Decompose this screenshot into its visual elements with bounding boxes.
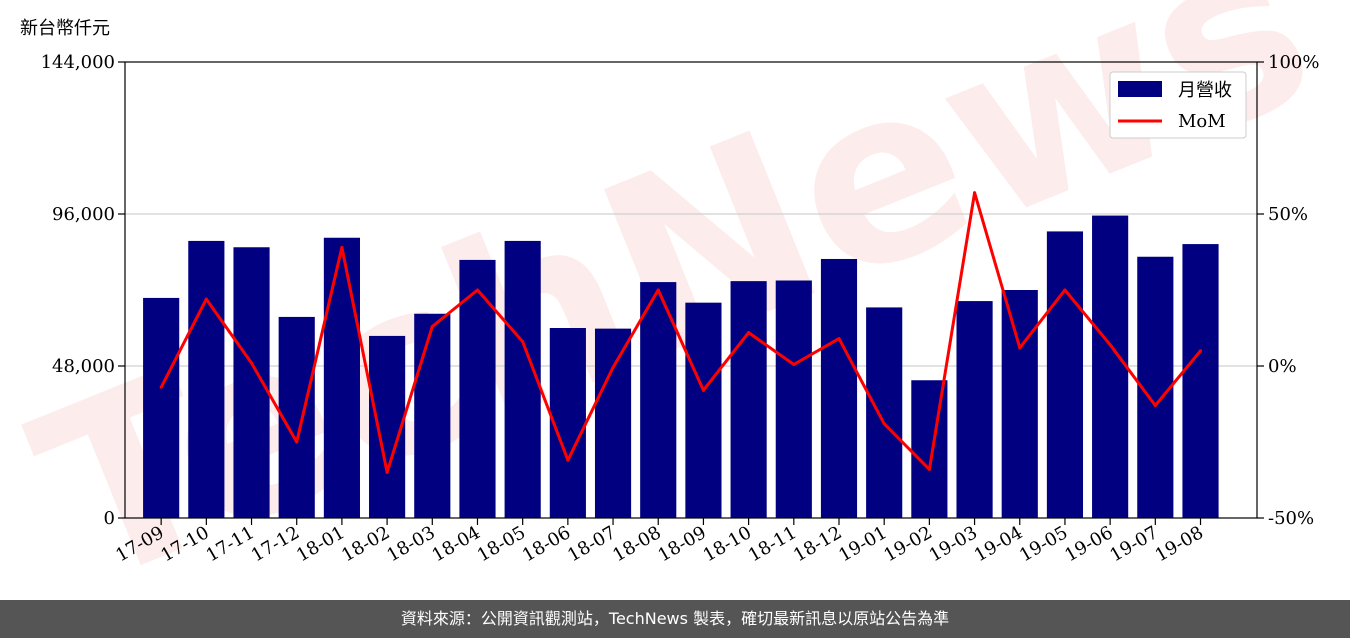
legend-label-mom: MoM xyxy=(1178,111,1226,132)
x-tick-label: 19-01 xyxy=(835,522,890,566)
right-tick-label: 50% xyxy=(1268,204,1308,225)
mom-point xyxy=(1018,346,1022,350)
bar xyxy=(1182,244,1219,519)
right-tick-label: 100% xyxy=(1268,52,1319,73)
mom-point xyxy=(430,324,434,328)
mom-point xyxy=(973,191,977,195)
mom-point xyxy=(792,362,796,366)
mom-series xyxy=(159,191,1203,474)
x-tick-label: 18-09 xyxy=(654,522,709,566)
mom-point xyxy=(159,385,163,389)
y-unit-label: 新台幣仟元 xyxy=(20,18,110,39)
x-tick-label: 19-05 xyxy=(1016,522,1071,566)
x-tick-label: 18-08 xyxy=(609,522,664,566)
bar xyxy=(685,302,722,518)
legend-swatch-bar xyxy=(1118,81,1162,97)
bar xyxy=(143,297,180,518)
mom-point xyxy=(1199,349,1203,353)
bar xyxy=(820,258,858,518)
right-axis: -50% 0% 50% 100% xyxy=(1257,52,1319,529)
bar xyxy=(640,282,677,518)
bar xyxy=(594,328,632,518)
mom-point xyxy=(837,337,841,341)
mom-point xyxy=(1153,404,1157,408)
bar xyxy=(866,307,903,518)
bar xyxy=(414,313,451,518)
bar xyxy=(730,281,767,518)
x-tick-label: 19-08 xyxy=(1152,522,1207,566)
bar xyxy=(369,335,406,518)
source-footer: 資料來源：公開資訊觀測站，TechNews 製表，確切最新訊息以原站公告為準 xyxy=(0,600,1350,638)
x-tick-label: 18-11 xyxy=(745,522,800,566)
right-tick-label: -50% xyxy=(1268,508,1314,529)
mom-point xyxy=(747,331,751,335)
x-tick-label: 18-12 xyxy=(790,522,845,566)
mom-point xyxy=(385,470,389,474)
x-tick-label: 19-04 xyxy=(971,522,1026,566)
x-tick-label: 18-10 xyxy=(700,522,755,566)
mom-point xyxy=(882,422,886,426)
x-tick-label: 19-07 xyxy=(1106,522,1161,566)
bar xyxy=(956,301,993,518)
x-tick-label: 19-03 xyxy=(926,522,981,566)
mom-point xyxy=(927,467,931,471)
mom-point xyxy=(340,245,344,249)
x-tick-label: 19-06 xyxy=(1061,522,1116,566)
mom-point xyxy=(1063,288,1067,292)
mom-line xyxy=(159,191,1202,474)
mom-point xyxy=(1108,343,1112,347)
bar xyxy=(549,328,586,518)
mom-point xyxy=(611,366,615,370)
mom-point xyxy=(295,440,299,444)
bar xyxy=(1092,215,1129,519)
left-axis: 0 48,000 96,000 144,000 xyxy=(41,52,125,529)
bar xyxy=(323,237,360,518)
mom-point xyxy=(250,361,254,365)
left-tick-label: 144,000 xyxy=(41,52,115,73)
right-tick-label: 0% xyxy=(1268,356,1297,377)
bar xyxy=(1046,231,1084,518)
mom-point xyxy=(475,288,479,292)
x-tick-label: 18-03 xyxy=(383,522,438,566)
bars-series xyxy=(143,215,1219,519)
mom-point xyxy=(656,288,660,292)
mom-point xyxy=(566,458,570,462)
bar xyxy=(278,316,315,518)
bar xyxy=(504,240,541,518)
mom-point xyxy=(521,340,525,344)
x-tick-label: 18-07 xyxy=(564,522,619,566)
bar xyxy=(188,240,225,518)
x-tick-label: 18-06 xyxy=(519,522,574,566)
legend-label-revenue: 月營收 xyxy=(1178,80,1232,101)
left-tick-label: 96,000 xyxy=(52,204,115,225)
plot-frame xyxy=(124,61,1258,519)
legend: 月營收 MoM xyxy=(1109,71,1247,139)
x-tick-label: 19-02 xyxy=(880,522,935,566)
left-tick-label: 0 xyxy=(104,508,115,529)
x-tick-label: 18-04 xyxy=(429,522,484,566)
mom-point xyxy=(204,297,208,301)
mom-point xyxy=(701,388,705,392)
footer-text: 資料來源：公開資訊觀測站，TechNews 製表，確切最新訊息以原站公告為準 xyxy=(400,609,950,628)
left-tick-label: 48,000 xyxy=(52,356,115,377)
bar xyxy=(775,280,812,518)
x-tick-label: 18-05 xyxy=(474,522,529,566)
bar xyxy=(1001,290,1038,518)
